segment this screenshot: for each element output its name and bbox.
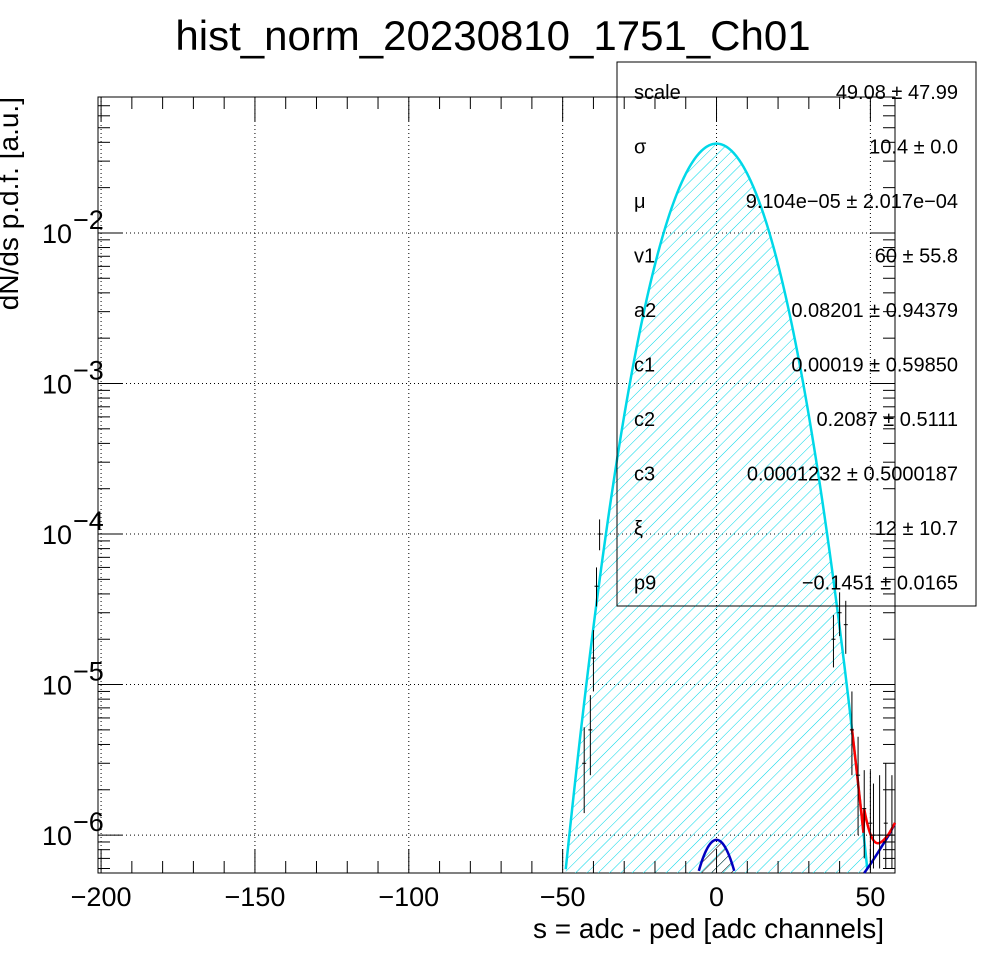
x-tick-label: −100 [378, 882, 439, 912]
stats-param-value: 0.00019 ± 0.59850 [791, 355, 958, 377]
y-tick-exponent: −2 [73, 205, 104, 235]
gaussian-component-fill [565, 143, 868, 873]
fit-curves [564, 142, 897, 874]
stats-param-name: c1 [634, 355, 655, 377]
y-tick-exponent: −4 [73, 506, 104, 536]
y-tick-exponent: −3 [73, 355, 104, 385]
stats-box: scale 49.08 ± 47.99 σ 10.4 ± 0.0 μ 9.104e−05 … [616, 61, 977, 607]
data-points [582, 519, 894, 869]
stats-param-name: μ [634, 191, 646, 213]
stats-param-value: 0.0001232 ± 0.5000187 [747, 464, 958, 486]
y-tick-label: 10 [42, 369, 72, 399]
stats-param-name: σ [634, 137, 647, 159]
stats-param-value: −0.1451 ± 0.0165 [802, 573, 958, 595]
stats-param-name: c3 [634, 464, 655, 486]
y-tick-label: 10 [42, 821, 72, 851]
x-tick-label: −150 [225, 882, 286, 912]
secondary-component-line [697, 838, 736, 872]
gaussian-component-line [564, 142, 869, 870]
stats-param-value: 10.4 ± 0.0 [869, 137, 958, 159]
plot-frame [97, 96, 896, 874]
stats-param-value: 12 ± 10.7 [875, 518, 958, 540]
y-tick-label: 10 [42, 671, 72, 701]
chart-title: hist_norm_20230810_1751_Ch01 [175, 12, 810, 59]
stats-param-name: v1 [634, 246, 655, 268]
stats-param-name: a2 [634, 300, 656, 322]
stats-param-value: 0.08201 ± 0.94379 [791, 300, 958, 322]
x-tick-label: −50 [540, 882, 586, 912]
stats-rows: scale 49.08 ± 47.99 σ 10.4 ± 0.0 μ 9.104e−05 … [634, 82, 958, 595]
y-tick-exponent: −6 [73, 807, 104, 837]
y-tick-label: 10 [42, 520, 72, 550]
stats-param-name: ξ [634, 518, 643, 540]
x-tick-label: −200 [71, 882, 132, 912]
y-tick-exponent: −5 [73, 657, 104, 687]
y-axis-title: dN/ds p.d.f. [a.u.] [0, 97, 24, 310]
stats-param-value: 0.2087 ± 0.5111 [817, 409, 958, 431]
stats-param-value: 49.08 ± 47.99 [836, 82, 958, 104]
x-tick-label: 50 [855, 882, 885, 912]
stats-param-name: c2 [634, 409, 655, 431]
stats-param-value: 60 ± 55.8 [875, 246, 958, 268]
x-axis-title: s = adc - ped [adc channels] [533, 913, 884, 944]
y-tick-label: 10 [42, 219, 72, 249]
stats-param-value: 9.104e−05 ± 2.017e−04 [746, 191, 958, 213]
stats-param-name: p9 [634, 573, 656, 595]
stats-param-name: scale [634, 82, 681, 104]
x-tick-label: 0 [709, 882, 724, 912]
axis-ticks [98, 96, 895, 873]
stats-box-frame [616, 61, 977, 607]
